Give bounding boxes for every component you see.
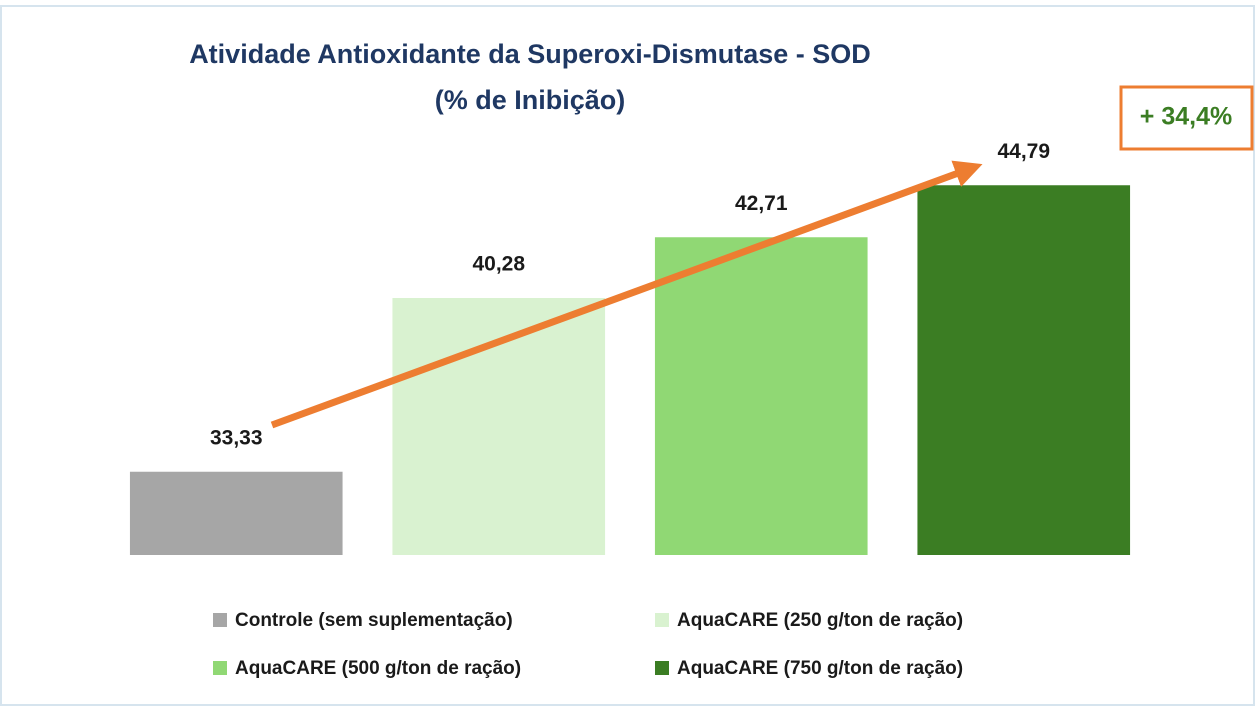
data-label: 44,79 [997, 140, 1050, 163]
legend-swatch [213, 613, 227, 627]
chart-subtitle: (% de Inibição) [435, 85, 626, 115]
bar [129, 471, 343, 555]
legend-label: Controle (sem suplementação) [235, 610, 513, 631]
legend-label: AquaCARE (750 g/ton de ração) [677, 658, 963, 679]
legend-label: AquaCARE (500 g/ton de ração) [235, 658, 521, 679]
legend-swatch [655, 613, 669, 627]
data-label: 33,33 [210, 426, 263, 449]
annotation: + 34,4% [1140, 103, 1232, 131]
data-label: 40,28 [472, 253, 525, 276]
legend: Controle (sem suplementação) AquaCARE (25… [213, 610, 963, 679]
bar [654, 237, 868, 555]
legend-swatch [213, 661, 227, 675]
legend-swatch [655, 661, 669, 675]
annotation-box [1119, 85, 1254, 151]
data-label: 42,71 [735, 192, 788, 215]
chart-title: Atividade Antioxidante da Superoxi-Dismu… [189, 39, 871, 69]
trend-arrow [270, 160, 983, 429]
bar [917, 185, 1131, 555]
legend-label: AquaCARE (250 g/ton de ração) [677, 610, 963, 631]
bar [392, 298, 606, 555]
